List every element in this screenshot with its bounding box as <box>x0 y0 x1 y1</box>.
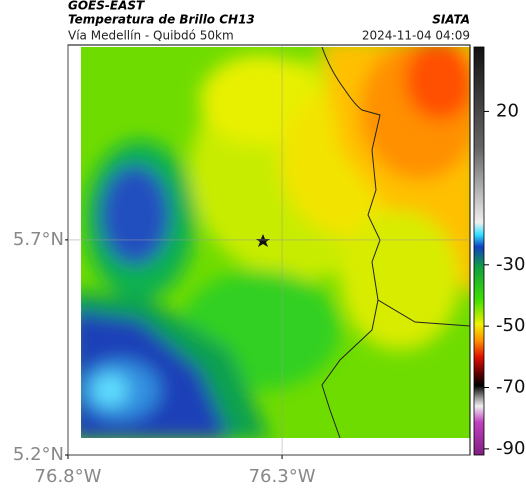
source: GOES-EAST <box>68 0 145 13</box>
subtitle: Vía Medellín - Quibdó 50km <box>68 29 234 43</box>
colorbar-tick-label: 20 <box>496 100 519 121</box>
org: SIATA <box>432 13 470 27</box>
y-tick-label: 5.7°N <box>13 229 64 250</box>
city-marker <box>256 234 270 247</box>
x-tick-label: 76.3°W <box>249 466 316 487</box>
y-tick-label: 5.2°N <box>13 444 64 465</box>
timestamp: 2024-11-04 04:09 <box>362 29 470 43</box>
colorbar-tick-label: -90 <box>496 438 525 459</box>
brightness-temperature-field <box>81 47 470 438</box>
colorbar-tick-label: -30 <box>496 254 525 275</box>
colorbar-tick-label: -50 <box>496 315 525 336</box>
title: Temperatura de Brillo CH13 <box>68 13 255 27</box>
colorbar-tick-label: -70 <box>496 377 525 398</box>
x-tick-label: 76.8°W <box>35 466 102 487</box>
colorbar <box>473 46 485 456</box>
